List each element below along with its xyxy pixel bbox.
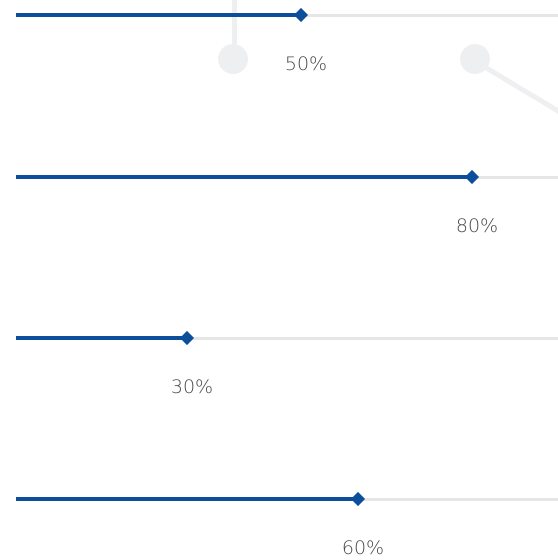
slider-thumb[interactable] [293, 7, 309, 23]
slider-thumb[interactable] [350, 491, 366, 507]
slider-thumb[interactable] [179, 330, 195, 346]
decorative-connector-line [232, 0, 237, 56]
decorative-connector-line [472, 58, 558, 120]
slider-fill [16, 497, 358, 501]
slider-value-label: 50% [284, 53, 328, 75]
slider-thumb[interactable] [464, 169, 480, 185]
slider-fill [16, 13, 301, 17]
slider-track[interactable] [16, 337, 558, 340]
progress-slider-2[interactable]: 80% [16, 162, 558, 237]
decorative-dot [218, 44, 248, 74]
slider-value-label: 60% [341, 537, 385, 559]
slider-value-label: 80% [455, 215, 499, 237]
slider-fill [16, 175, 472, 179]
progress-slider-4[interactable]: 60% [16, 484, 558, 559]
progress-slider-3[interactable]: 30% [16, 323, 558, 398]
progress-slider-1[interactable]: 50% [16, 0, 558, 75]
slider-value-label: 30% [170, 376, 214, 398]
slider-fill [16, 336, 187, 340]
